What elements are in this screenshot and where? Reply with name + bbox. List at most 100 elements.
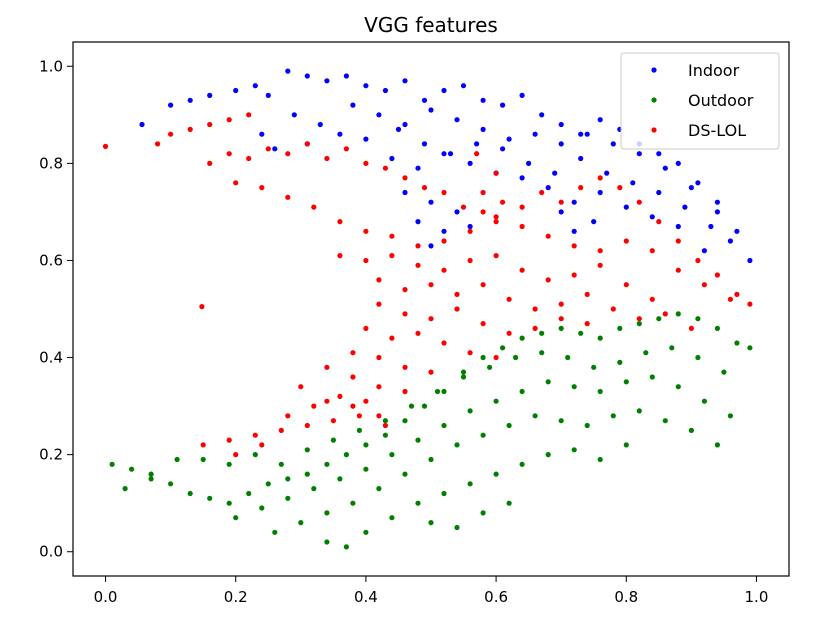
point-ds-lol bbox=[226, 151, 232, 157]
point-indoor bbox=[734, 228, 740, 234]
point-ds-lol bbox=[480, 282, 486, 288]
point-indoor bbox=[363, 136, 369, 142]
point-ds-lol bbox=[324, 364, 330, 370]
point-ds-lol bbox=[376, 301, 382, 307]
point-outdoor bbox=[695, 354, 701, 361]
point-ds-lol bbox=[441, 238, 447, 244]
point-ds-lol bbox=[441, 189, 447, 196]
y-axis: 0.0 0.2 0.4 0.6 0.8 1.0 bbox=[39, 57, 73, 561]
point-indoor bbox=[656, 189, 662, 196]
point-outdoor bbox=[200, 456, 206, 463]
point-ds-lol bbox=[454, 291, 460, 297]
y-tick-label: 0.2 bbox=[39, 446, 63, 464]
point-ds-lol bbox=[350, 403, 356, 409]
point-indoor bbox=[682, 204, 688, 210]
point-indoor bbox=[233, 87, 239, 94]
point-indoor bbox=[460, 83, 467, 89]
point-outdoor bbox=[565, 354, 571, 361]
point-indoor bbox=[558, 121, 564, 128]
point-indoor bbox=[474, 141, 480, 147]
point-outdoor bbox=[597, 456, 603, 463]
point-indoor bbox=[343, 73, 349, 79]
point-outdoor bbox=[337, 476, 343, 482]
legend: Indoor Outdoor DS-LOL bbox=[620, 52, 780, 150]
point-ds-lol bbox=[467, 257, 473, 264]
point-ds-lol bbox=[168, 131, 174, 137]
point-outdoor bbox=[376, 486, 382, 492]
y-tick-label: 0.0 bbox=[39, 543, 63, 561]
point-outdoor bbox=[148, 476, 154, 482]
point-ds-lol bbox=[259, 442, 265, 448]
legend-marker-indoor bbox=[651, 67, 657, 73]
point-ds-lol bbox=[324, 155, 330, 162]
point-ds-lol bbox=[246, 112, 252, 118]
point-ds-lol bbox=[389, 233, 395, 239]
point-ds-lol bbox=[454, 306, 460, 312]
point-outdoor bbox=[382, 432, 388, 438]
point-outdoor bbox=[675, 311, 681, 317]
point-outdoor bbox=[421, 403, 428, 409]
point-outdoor bbox=[441, 422, 447, 429]
point-indoor bbox=[337, 131, 343, 137]
point-outdoor bbox=[343, 452, 349, 458]
point-indoor bbox=[532, 131, 538, 137]
point-ds-lol bbox=[636, 316, 642, 322]
legend-label: Indoor bbox=[688, 61, 740, 80]
point-outdoor bbox=[402, 471, 408, 477]
legend-label: DS-LOL bbox=[688, 121, 746, 140]
point-indoor bbox=[467, 160, 473, 166]
point-indoor bbox=[610, 141, 616, 147]
point-ds-lol bbox=[597, 248, 603, 254]
point-outdoor bbox=[675, 384, 681, 390]
point-ds-lol bbox=[584, 291, 590, 297]
point-outdoor bbox=[487, 364, 493, 370]
point-ds-lol bbox=[402, 388, 408, 395]
point-ds-lol bbox=[337, 219, 343, 225]
point-indoor bbox=[421, 141, 428, 147]
point-outdoor bbox=[669, 345, 675, 351]
point-indoor bbox=[636, 151, 642, 157]
point-ds-lol bbox=[389, 335, 395, 341]
point-ds-lol bbox=[493, 170, 499, 176]
point-outdoor bbox=[363, 442, 369, 448]
point-outdoor bbox=[519, 461, 525, 467]
point-outdoor bbox=[285, 476, 291, 482]
point-outdoor bbox=[610, 413, 616, 419]
point-outdoor bbox=[460, 374, 467, 380]
point-outdoor bbox=[415, 500, 421, 506]
point-ds-lol bbox=[493, 214, 499, 220]
point-indoor bbox=[382, 87, 388, 94]
point-ds-lol bbox=[506, 330, 512, 336]
point-ds-lol bbox=[199, 304, 205, 310]
point-ds-lol bbox=[415, 330, 421, 336]
point-ds-lol bbox=[350, 374, 356, 380]
point-outdoor bbox=[363, 529, 369, 535]
point-ds-lol bbox=[656, 219, 662, 225]
point-ds-lol bbox=[649, 248, 655, 254]
point-indoor bbox=[285, 68, 291, 74]
point-outdoor bbox=[350, 500, 356, 506]
point-indoor bbox=[291, 112, 297, 118]
y-tick-label: 1.0 bbox=[39, 57, 63, 75]
point-indoor bbox=[506, 136, 512, 142]
point-indoor bbox=[480, 126, 486, 132]
point-outdoor bbox=[597, 335, 603, 341]
point-indoor bbox=[402, 78, 408, 84]
point-indoor bbox=[454, 117, 460, 123]
point-ds-lol bbox=[155, 141, 161, 147]
point-outdoor bbox=[623, 379, 629, 385]
point-indoor bbox=[500, 146, 506, 152]
point-ds-lol bbox=[519, 223, 525, 230]
point-ds-lol bbox=[102, 143, 109, 149]
point-indoor bbox=[519, 175, 525, 181]
point-outdoor bbox=[480, 510, 486, 516]
point-outdoor bbox=[402, 418, 408, 424]
point-ds-lol bbox=[363, 228, 369, 234]
point-indoor bbox=[441, 87, 447, 94]
point-ds-lol bbox=[356, 413, 362, 419]
point-ds-lol bbox=[311, 204, 317, 210]
x-tick-label: 0.0 bbox=[94, 588, 118, 606]
point-ds-lol bbox=[480, 209, 486, 215]
point-ds-lol bbox=[493, 219, 499, 225]
point-outdoor bbox=[578, 330, 584, 336]
